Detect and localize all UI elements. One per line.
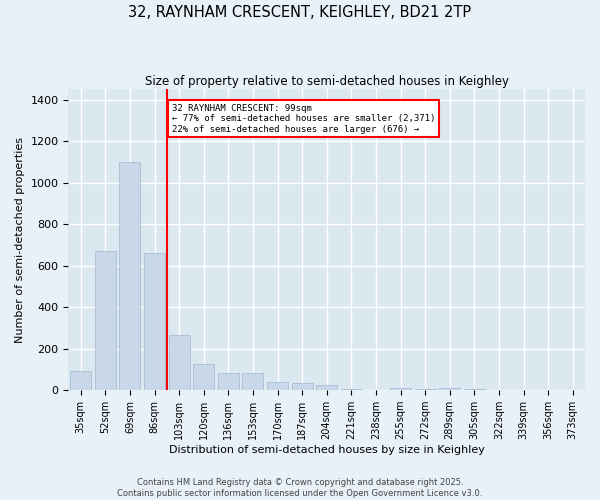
Bar bbox=[390, 388, 411, 390]
Bar bbox=[144, 253, 165, 390]
Text: 32 RAYNHAM CRESCENT: 99sqm
← 77% of semi-detached houses are smaller (2,371)
22%: 32 RAYNHAM CRESCENT: 99sqm ← 77% of semi… bbox=[172, 104, 435, 134]
Text: Contains HM Land Registry data © Crown copyright and database right 2025.
Contai: Contains HM Land Registry data © Crown c… bbox=[118, 478, 482, 498]
Bar bbox=[439, 388, 460, 390]
Title: Size of property relative to semi-detached houses in Keighley: Size of property relative to semi-detach… bbox=[145, 75, 509, 88]
Bar bbox=[292, 382, 313, 390]
Bar bbox=[70, 371, 91, 390]
Bar bbox=[119, 162, 140, 390]
Text: 32, RAYNHAM CRESCENT, KEIGHLEY, BD21 2TP: 32, RAYNHAM CRESCENT, KEIGHLEY, BD21 2TP bbox=[128, 5, 472, 20]
Bar bbox=[193, 364, 214, 390]
Bar bbox=[242, 373, 263, 390]
Y-axis label: Number of semi-detached properties: Number of semi-detached properties bbox=[15, 136, 25, 342]
Bar bbox=[218, 372, 239, 390]
Bar bbox=[341, 388, 362, 390]
Bar bbox=[95, 251, 116, 390]
X-axis label: Distribution of semi-detached houses by size in Keighley: Distribution of semi-detached houses by … bbox=[169, 445, 485, 455]
Bar bbox=[316, 384, 337, 390]
Bar bbox=[169, 335, 190, 390]
Bar bbox=[267, 382, 288, 390]
